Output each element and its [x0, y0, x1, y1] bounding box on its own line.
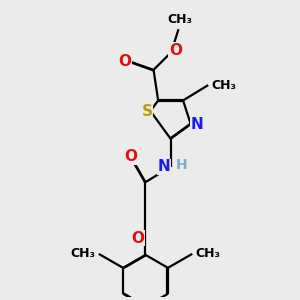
- Text: CH₃: CH₃: [196, 247, 221, 260]
- Text: O: O: [132, 231, 145, 246]
- Text: CH₃: CH₃: [70, 247, 95, 260]
- Text: H: H: [176, 158, 188, 172]
- Text: CH₃: CH₃: [167, 13, 193, 26]
- Text: N: N: [158, 159, 170, 174]
- Text: S: S: [141, 103, 152, 118]
- Text: O: O: [169, 43, 182, 58]
- Text: O: O: [118, 54, 131, 69]
- Text: O: O: [124, 149, 137, 164]
- Text: CH₃: CH₃: [212, 79, 237, 92]
- Text: N: N: [191, 117, 204, 132]
